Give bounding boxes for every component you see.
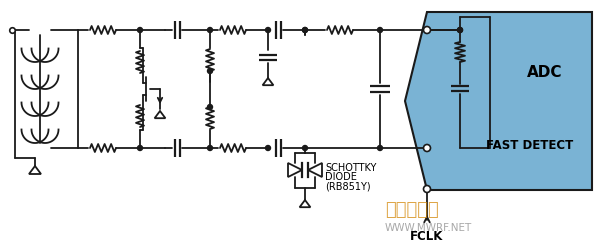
Circle shape	[424, 26, 431, 34]
Text: FCLK: FCLK	[410, 230, 443, 243]
Circle shape	[424, 144, 431, 151]
Polygon shape	[405, 12, 592, 190]
Text: WWW.MWRF.NET: WWW.MWRF.NET	[385, 223, 472, 233]
Text: DIODE: DIODE	[325, 172, 357, 182]
Circle shape	[377, 145, 383, 150]
Circle shape	[137, 27, 143, 33]
Circle shape	[208, 104, 212, 109]
Circle shape	[208, 27, 212, 33]
Circle shape	[458, 27, 463, 33]
Text: 微波射频网: 微波射频网	[385, 201, 439, 219]
Circle shape	[265, 27, 271, 33]
Text: (RB851Y): (RB851Y)	[325, 181, 371, 191]
Circle shape	[302, 27, 308, 33]
Circle shape	[302, 27, 308, 33]
Circle shape	[424, 185, 431, 192]
Circle shape	[208, 145, 212, 150]
Text: ADC: ADC	[527, 64, 563, 80]
Polygon shape	[308, 163, 322, 177]
Circle shape	[137, 145, 143, 150]
Circle shape	[208, 68, 212, 74]
Circle shape	[265, 145, 271, 150]
Polygon shape	[288, 163, 302, 177]
Circle shape	[458, 27, 463, 33]
Text: SCHOTTKY: SCHOTTKY	[325, 163, 376, 173]
Text: FAST DETECT: FAST DETECT	[487, 139, 574, 151]
Circle shape	[302, 145, 308, 150]
Circle shape	[377, 27, 383, 33]
